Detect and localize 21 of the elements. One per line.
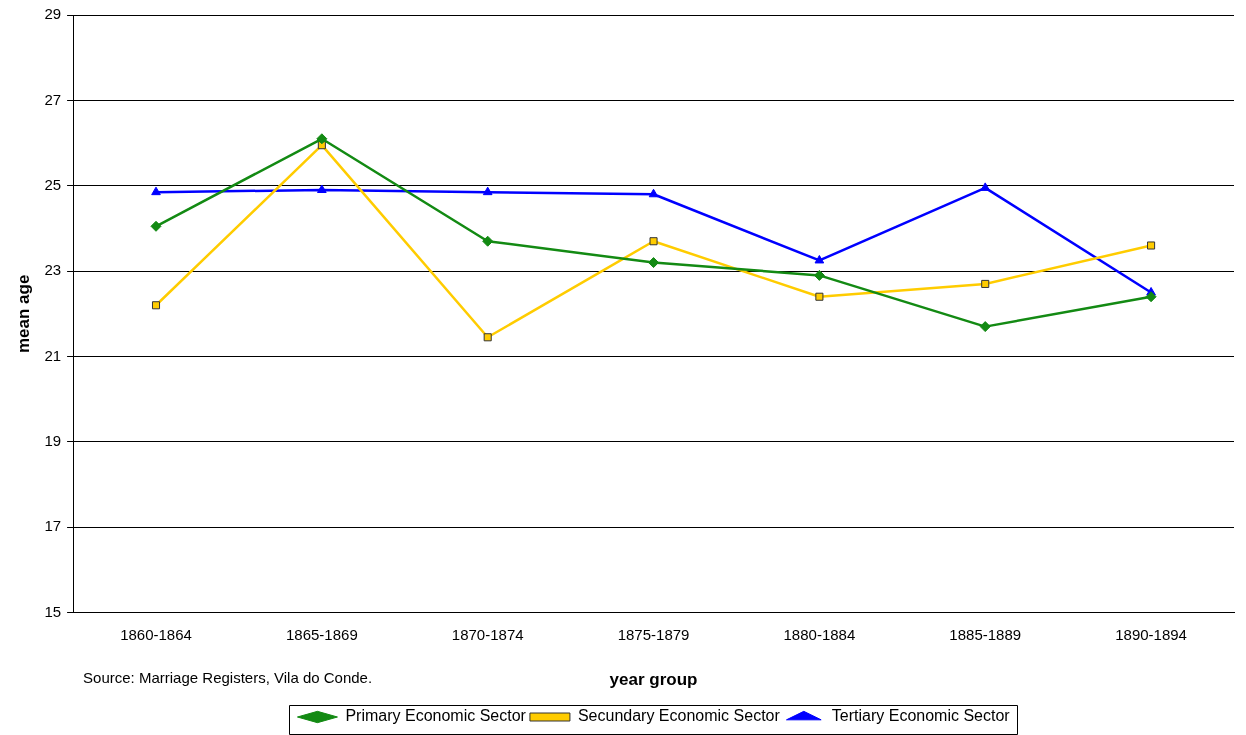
legend-label: Primary Economic Sector xyxy=(345,707,527,725)
x-tick-label: 1875-1879 xyxy=(617,625,690,643)
legend-label: Tertiary Economic Sector xyxy=(831,707,1011,725)
y-tick-label: 23 xyxy=(44,261,62,279)
y-tick-label: 29 xyxy=(44,5,62,23)
y-axis-title: mean age xyxy=(13,274,33,354)
x-tick-label: 1865-1869 xyxy=(285,625,358,643)
y-tick-label: 21 xyxy=(44,346,62,364)
y-tick-label: 17 xyxy=(44,517,62,535)
y-tick-label: 25 xyxy=(44,175,62,193)
y-tick-label: 15 xyxy=(44,602,62,620)
x-axis-title: year group xyxy=(609,670,698,690)
y-tick-label: 27 xyxy=(44,90,62,108)
x-tick-label: 1860-1864 xyxy=(120,625,192,643)
x-tick-label: 1870-1874 xyxy=(451,625,524,643)
x-tick-label: 1890-1894 xyxy=(1115,625,1187,643)
x-tick-label: 1880-1884 xyxy=(783,625,856,643)
legend-label: Secundary Economic Sector xyxy=(577,707,781,725)
x-tick-label: 1885-1889 xyxy=(949,625,1022,643)
y-tick-label: 19 xyxy=(44,432,62,449)
source-note: Source: Marriage Registers, Vila do Conde. xyxy=(83,669,373,687)
